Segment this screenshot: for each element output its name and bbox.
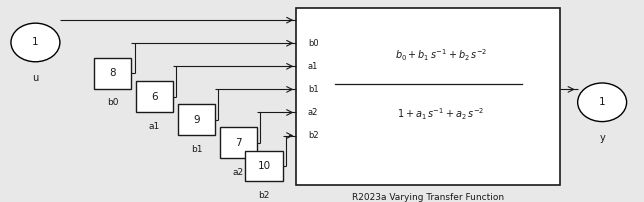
Text: a1: a1 [149,122,160,130]
Text: b0: b0 [107,98,118,107]
Text: 1: 1 [599,97,605,107]
Text: b2: b2 [308,131,318,140]
Text: b1: b1 [308,85,318,94]
Bar [296,8,560,185]
Bar [245,150,283,181]
Text: 8: 8 [109,68,116,78]
Bar [220,127,257,158]
Bar [178,104,215,135]
Text: 7: 7 [235,138,242,148]
Text: b0: b0 [308,39,318,48]
Text: u: u [32,73,39,83]
Bar [94,58,131,89]
Text: b1: b1 [191,145,202,154]
Ellipse shape [578,83,627,122]
Text: b2: b2 [258,191,270,200]
Bar [136,81,173,112]
Text: a2: a2 [232,168,244,177]
Text: 1: 1 [32,37,39,47]
Text: 6: 6 [151,92,158,101]
Text: y: y [600,133,605,143]
Text: 9: 9 [193,115,200,125]
Text: a1: a1 [308,62,318,71]
Text: $1 + a_1\,s^{-1} + a_2\,s^{-2}$: $1 + a_1\,s^{-1} + a_2\,s^{-2}$ [397,106,485,122]
Ellipse shape [11,23,60,62]
Text: R2023a Varying Transfer Function: R2023a Varying Transfer Function [352,193,504,202]
Text: a2: a2 [308,108,318,117]
Text: $b_0 + b_1\,s^{-1} + b_2\,s^{-2}$: $b_0 + b_1\,s^{-1} + b_2\,s^{-2}$ [395,48,488,63]
Text: 10: 10 [258,161,270,171]
